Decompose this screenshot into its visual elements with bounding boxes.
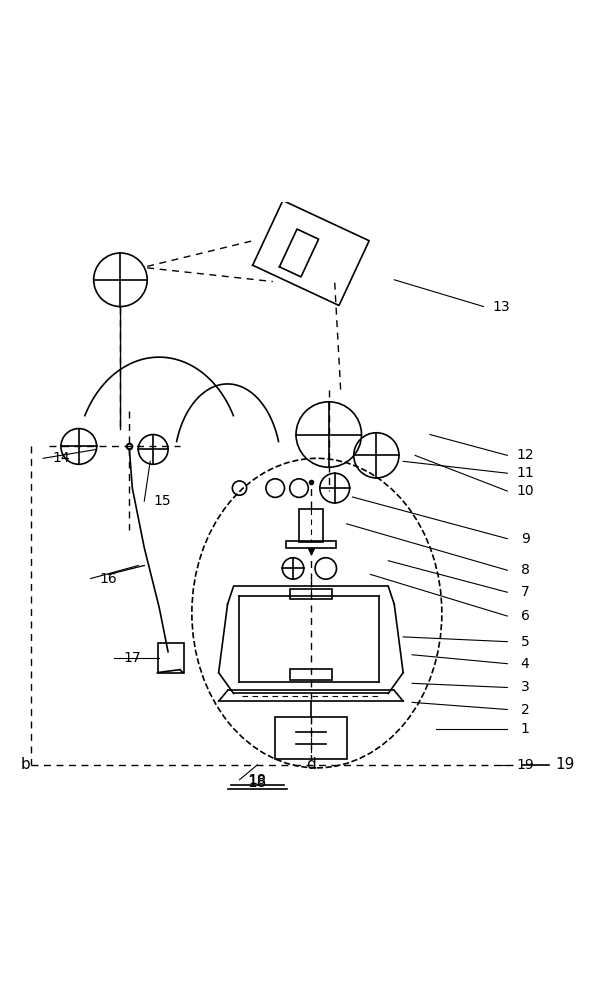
Text: 9: 9 [521,532,530,546]
Bar [275,717,347,759]
Text: 16: 16 [100,572,117,586]
Text: 2: 2 [521,703,530,717]
Text: 18: 18 [248,775,267,790]
Text: 7: 7 [521,585,530,599]
Bar [290,589,332,599]
Text: 17: 17 [124,651,141,665]
Text: 12: 12 [516,448,534,462]
Text: 13: 13 [493,300,510,314]
Text: d: d [306,757,316,772]
Text: 18: 18 [248,773,266,787]
Text: 1: 1 [521,722,530,736]
Bar [286,541,336,548]
Text: 8: 8 [521,563,530,577]
Text: b: b [20,757,30,772]
Bar [290,669,332,680]
Text: 10: 10 [516,484,534,498]
Text: 14: 14 [52,451,70,465]
Text: 15: 15 [153,494,171,508]
Text: 5: 5 [521,635,530,649]
Text: 6: 6 [521,609,530,623]
Text: 11: 11 [516,466,534,480]
Text: 3: 3 [521,680,530,694]
Bar [158,643,184,673]
Text: 4: 4 [521,657,530,671]
Bar [299,509,323,542]
Text: 19: 19 [516,758,534,772]
Text: 19: 19 [555,757,574,772]
